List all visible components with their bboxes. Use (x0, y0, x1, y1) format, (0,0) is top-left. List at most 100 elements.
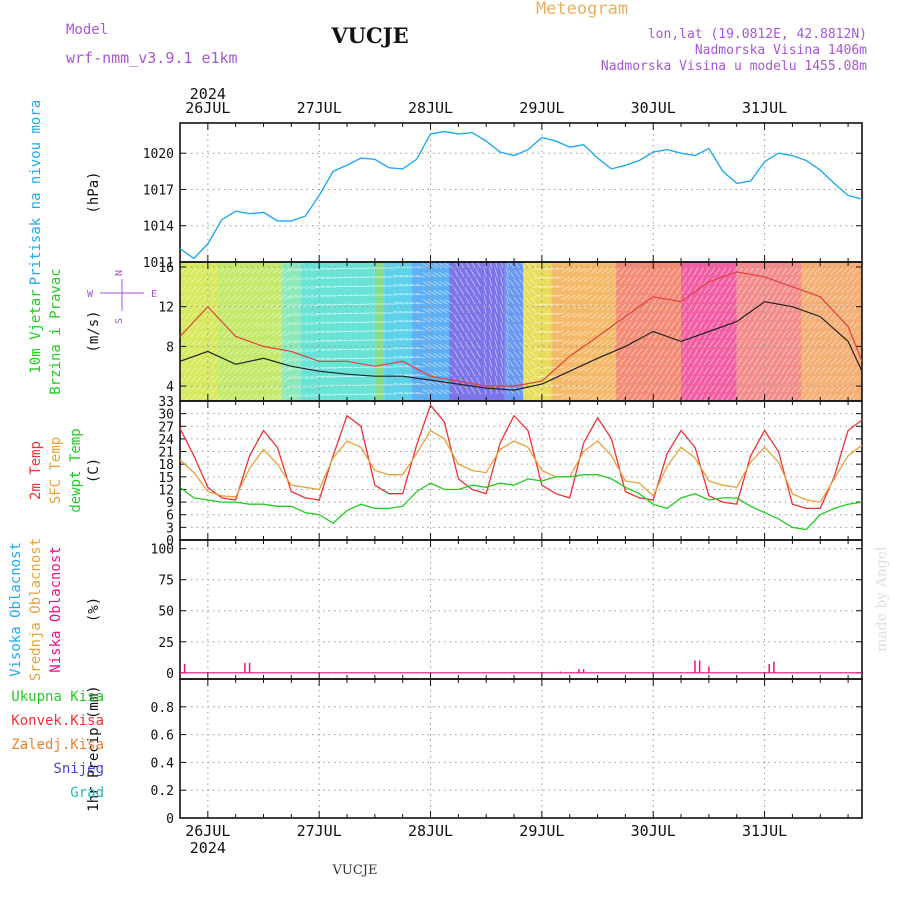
wind-barb (217, 294, 225, 302)
wind-barb (692, 267, 699, 276)
wind-barb (184, 285, 192, 293)
wind-barb (439, 353, 448, 359)
wind-barb (653, 294, 660, 303)
wind-barb (250, 375, 259, 383)
wind-barb (824, 393, 832, 401)
wind-barb (670, 384, 676, 393)
wind-barb (261, 267, 270, 274)
wind-barb (775, 267, 782, 276)
wind-barb (321, 384, 331, 387)
wind-barb (708, 303, 715, 312)
wind-barb (305, 321, 314, 326)
footer-location: VUCJE (332, 863, 378, 878)
wind-barb (475, 305, 481, 314)
wind-barb (444, 272, 453, 278)
wind-barb (272, 348, 281, 355)
wind-barb (764, 303, 771, 312)
wind-barb (470, 332, 476, 341)
wind-barb (494, 295, 498, 305)
temperature-ytick-label: 6 (166, 509, 174, 524)
wind-barb (764, 294, 771, 303)
wind-barb (742, 375, 749, 384)
wind-barb (619, 276, 626, 285)
wind-barb (687, 366, 693, 375)
wind-barb (349, 294, 359, 297)
wind-barb (619, 285, 626, 294)
wind-barb (742, 330, 749, 339)
wind-barb (293, 303, 303, 308)
wind-barb (590, 267, 598, 275)
wind-barb (607, 267, 615, 275)
wind-barb (824, 285, 832, 293)
wind-barb (444, 335, 453, 341)
wind-barb (775, 348, 782, 357)
wind-barb (692, 357, 699, 366)
wind-barb (630, 321, 637, 330)
precip-frame (179, 678, 863, 819)
wind-barb (803, 276, 810, 285)
wind-barb (354, 357, 364, 360)
model-label: Model (66, 22, 108, 38)
wind-barb (229, 357, 236, 365)
wind-barb (619, 393, 626, 402)
wind-barb (524, 341, 532, 350)
wind-barb (519, 305, 526, 314)
wind-barb (676, 330, 682, 339)
wind-barb (245, 285, 253, 293)
wind-barb (470, 323, 476, 332)
wind-barb (676, 267, 682, 276)
wind-barb (583, 393, 593, 399)
wind-barb (278, 357, 287, 364)
wind-barb (173, 384, 181, 392)
wind-barb (399, 347, 409, 350)
wind-barb (791, 330, 799, 339)
wind-barb (444, 362, 453, 368)
wind-barb (819, 312, 827, 320)
wind-barb (770, 303, 777, 312)
wind-barb (567, 339, 576, 345)
wind-barb (770, 393, 777, 402)
wind-barb (513, 377, 520, 386)
wind-barb (847, 294, 854, 302)
wind-barb (681, 366, 687, 375)
wind-barb (759, 330, 765, 339)
wind-barb (223, 393, 231, 401)
wind-barb (824, 339, 832, 347)
wind-barb (239, 303, 248, 311)
wind-barb (583, 384, 593, 390)
wind-barb (703, 375, 710, 384)
wind-barb (489, 322, 493, 332)
wind-barb (399, 365, 409, 368)
wind-barb (781, 312, 788, 321)
wind-barb (513, 332, 520, 341)
wind-ytick-label: 4 (166, 380, 174, 395)
wind-barb (195, 393, 203, 401)
wind-barb (184, 384, 192, 392)
temperature-ytick-label: 21 (158, 446, 174, 461)
wind-barb (664, 267, 671, 276)
wind-barb (786, 375, 793, 384)
wind-barb (781, 393, 788, 402)
wind-barb (416, 275, 426, 278)
wind-barb (349, 285, 359, 288)
wind-barb (847, 312, 854, 320)
wind-barb (513, 278, 520, 287)
wind-barb (698, 303, 704, 312)
wind-barb (549, 348, 559, 351)
wind-barb (315, 357, 325, 360)
wind-barb (195, 267, 203, 275)
wind-barb (595, 267, 604, 275)
wind-barb (343, 276, 353, 279)
wind-barb (692, 339, 699, 348)
temperature-series-line (179, 474, 863, 531)
wind-barb (513, 296, 520, 305)
wind-barb (489, 376, 493, 386)
wind-barb (803, 267, 810, 276)
wind-barb (819, 357, 827, 365)
wind-barb (824, 357, 832, 365)
wind-barb (824, 294, 832, 302)
wind-barb (229, 312, 236, 320)
wind-barb (393, 329, 403, 332)
wind-barb (612, 393, 621, 401)
wind-barb (786, 285, 793, 294)
